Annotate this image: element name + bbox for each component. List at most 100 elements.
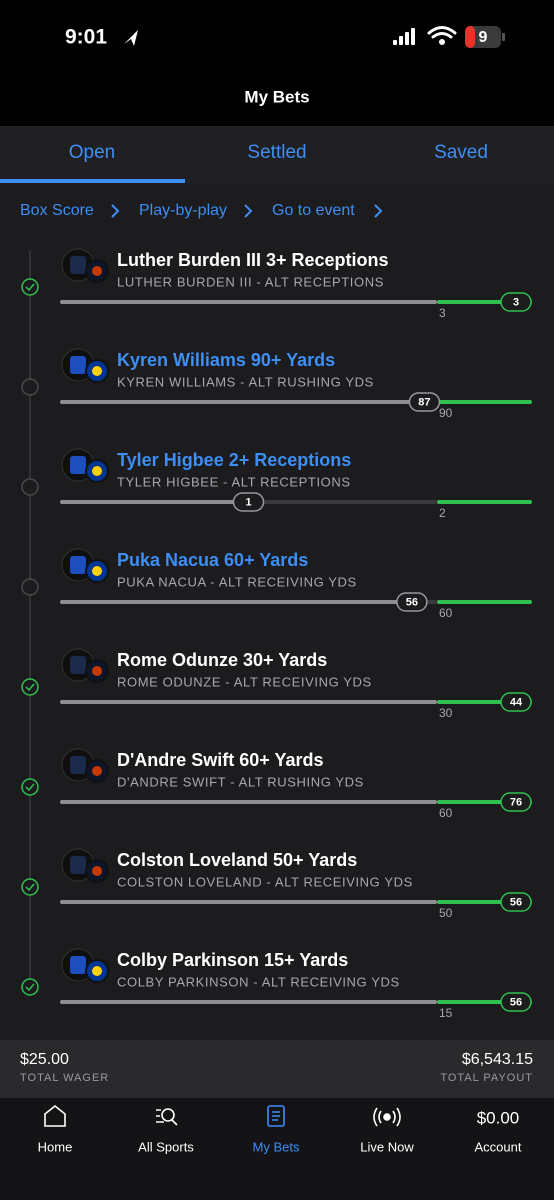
status-node — [21, 578, 39, 596]
nav-item[interactable]: Home — [38, 1139, 73, 1154]
current-marker — [500, 792, 532, 812]
jersey — [70, 656, 86, 674]
leg-title: Kyren Williams 90+ Yards — [117, 350, 335, 370]
chevron — [111, 204, 120, 218]
team-logo-mark — [92, 266, 102, 276]
tab[interactable]: Settled — [247, 142, 306, 163]
check-icon — [25, 983, 35, 992]
battery-percent: 9 — [479, 29, 488, 46]
leg-title: D'Andre Swift 60+ Yards — [117, 750, 324, 770]
team-logo-mark — [92, 466, 102, 476]
bet-leg: Puka Nacua 60+ Yards PUKA NACUA - ALT REC… — [21, 548, 532, 620]
bet-leg: Tyler Higbee 2+ Receptions TYLER HIGBEE -… — [21, 448, 532, 520]
jersey — [70, 556, 86, 574]
tab-bar — [0, 126, 554, 183]
leg-title: Colby Parkinson 15+ Yards — [117, 950, 348, 970]
bet-leg: Luther Burden III 3+ Receptions LUTHER BU… — [21, 248, 532, 320]
account-balance: $0.00 — [477, 1108, 520, 1127]
status-node — [21, 278, 39, 296]
current-value: 56 — [406, 596, 418, 608]
current-marker — [408, 392, 441, 412]
status-node — [21, 878, 39, 896]
bar-progress — [60, 1000, 437, 1004]
nav-item[interactable]: Account — [475, 1139, 522, 1154]
leg-subtitle: COLSTON LOVELAND - ALT RECEIVING YDS — [117, 874, 413, 889]
bar-progress — [60, 900, 437, 904]
bar-progress — [60, 500, 249, 504]
wager-amount: $25.00 — [20, 1051, 69, 1068]
team-logo-mark — [92, 866, 102, 876]
legs: Luther Burden III 3+ Receptions LUTHER BU… — [21, 248, 532, 1020]
current-value: 3 — [513, 296, 519, 308]
current-value: 56 — [510, 996, 522, 1008]
nav-item[interactable]: All Sports — [138, 1139, 194, 1154]
leg-title: Puka Nacua 60+ Yards — [117, 550, 308, 570]
battery-level — [465, 26, 475, 48]
link[interactable]: Box Score — [20, 202, 94, 219]
leg-subtitle: LUTHER BURDEN III - ALT RECEPTIONS — [117, 274, 384, 289]
leg-title: Luther Burden III 3+ Receptions — [117, 250, 389, 270]
team-logo-mark — [92, 366, 102, 376]
sports-icon — [156, 1108, 178, 1126]
current-marker — [500, 992, 532, 1012]
bar-progress — [60, 300, 437, 304]
current-marker — [232, 492, 265, 512]
chevron — [244, 204, 253, 218]
leg-subtitle: PUKA NACUA - ALT RECEIVING YDS — [117, 574, 357, 589]
bet-leg: Rome Odunze 30+ Yards ROME ODUNZE - ALT R… — [21, 648, 532, 720]
current-value: 76 — [510, 796, 522, 808]
nav-item[interactable]: My Bets — [253, 1139, 300, 1154]
leg-subtitle: D'ANDRE SWIFT - ALT RUSHING YDS — [117, 774, 364, 789]
jersey — [70, 856, 86, 874]
team-logo-mark — [92, 566, 102, 576]
current-marker — [500, 292, 532, 312]
bar-target-zone — [437, 500, 532, 504]
tab[interactable]: Saved — [434, 142, 488, 163]
bar-progress — [60, 700, 437, 704]
bar-progress — [60, 400, 425, 404]
nav-item[interactable]: Live Now — [360, 1139, 414, 1154]
current-marker — [500, 692, 532, 712]
target-label: 30 — [439, 706, 453, 720]
chevron — [374, 204, 383, 218]
leg-subtitle: TYLER HIGBEE - ALT RECEPTIONS — [117, 474, 351, 489]
jersey — [70, 256, 86, 274]
current-value: 44 — [510, 696, 523, 708]
clock: 9:01 — [65, 26, 107, 49]
payout-amount: $6,543.15 — [462, 1051, 533, 1068]
target-label: 50 — [439, 906, 453, 920]
current-value: 87 — [418, 396, 430, 408]
link[interactable]: Play-by-play — [139, 202, 227, 219]
link[interactable]: Go to event — [272, 202, 355, 219]
location-icon — [124, 30, 138, 46]
bet-leg: Colby Parkinson 15+ Yards COLBY PARKINSON… — [21, 948, 532, 1020]
status-node — [21, 778, 39, 796]
jersey — [70, 756, 86, 774]
target-label: 90 — [439, 406, 453, 420]
jersey — [70, 956, 86, 974]
check-icon — [25, 283, 35, 292]
target-label: 60 — [439, 606, 453, 620]
nav-bar — [0, 1098, 554, 1200]
current-marker — [500, 892, 532, 912]
bet-panel — [0, 183, 554, 1040]
jersey — [70, 356, 86, 374]
status-node — [21, 378, 39, 396]
team-logo-mark — [92, 966, 102, 976]
status-node — [21, 978, 39, 996]
bet-leg: Colston Loveland 50+ Yards COLSTON LOVELA… — [21, 848, 532, 920]
status-node — [21, 678, 39, 696]
bar-progress — [60, 800, 437, 804]
target-label: 3 — [439, 306, 446, 320]
live-icon — [373, 1107, 401, 1127]
tab[interactable]: Open — [69, 142, 115, 163]
leg-subtitle: ROME ODUNZE - ALT RECEIVING YDS — [117, 674, 372, 689]
target-label: 60 — [439, 806, 453, 820]
leg-title: Tyler Higbee 2+ Receptions — [117, 450, 351, 470]
team-logo-mark — [92, 766, 102, 776]
check-icon — [25, 683, 35, 692]
leg-subtitle: KYREN WILLIAMS - ALT RUSHING YDS — [117, 374, 374, 389]
battery-tip — [502, 33, 505, 41]
payout-label: TOTAL PAYOUT — [440, 1072, 533, 1084]
